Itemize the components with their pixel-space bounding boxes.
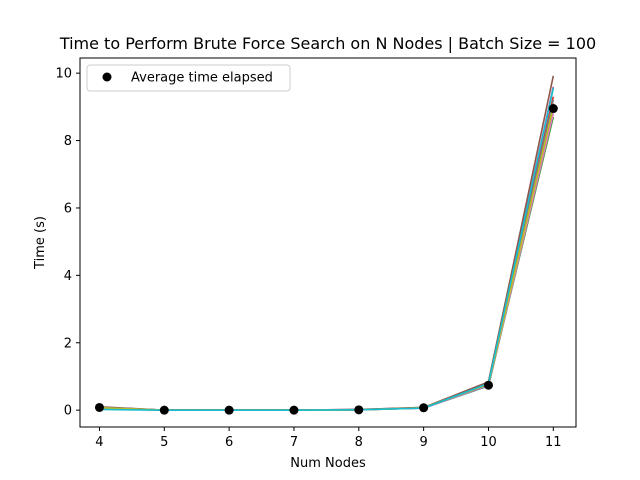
x-tick-label: 5: [160, 435, 168, 450]
y-tick-label: 8: [64, 134, 72, 149]
average-point: [419, 403, 429, 413]
scatter-layer: [94, 104, 558, 415]
y-tick-label: 10: [55, 67, 72, 82]
y-axis: 0 2 4 6 8 10: [55, 67, 80, 419]
y-tick-label: 4: [64, 269, 72, 284]
average-point: [289, 405, 299, 415]
average-point: [224, 405, 234, 415]
legend-marker: [102, 72, 112, 82]
x-tick-label: 10: [480, 435, 497, 450]
legend: Average time elapsed: [86, 64, 291, 92]
x-tick-label: 6: [225, 435, 233, 450]
y-tick-label: 2: [64, 336, 72, 351]
x-tick-label: 7: [290, 435, 298, 450]
legend-entry: Average time elapsed: [131, 71, 273, 86]
plot-frame: [79, 57, 577, 428]
x-axis: 4 5 6 7 8 9 10 11: [95, 427, 562, 450]
legend-box: [86, 64, 291, 92]
x-tick-label: 8: [355, 435, 363, 450]
average-point: [94, 402, 104, 412]
x-axis-label: Num Nodes: [290, 456, 366, 471]
average-point: [159, 405, 169, 415]
y-axis-label: Time (s): [33, 216, 48, 270]
average-point: [548, 104, 558, 114]
series-layer: [99, 75, 555, 411]
y-tick-label: 0: [64, 404, 72, 419]
series-line-10: [99, 88, 555, 411]
average-point: [354, 405, 364, 415]
chart-title: Time to Perform Brute Force Search on N …: [59, 34, 596, 53]
plot-area: [79, 57, 577, 428]
x-tick-label: 9: [419, 435, 427, 450]
y-tick-label: 6: [64, 201, 72, 216]
x-tick-label: 11: [545, 435, 562, 450]
x-tick-label: 4: [95, 435, 103, 450]
average-point: [483, 380, 493, 390]
